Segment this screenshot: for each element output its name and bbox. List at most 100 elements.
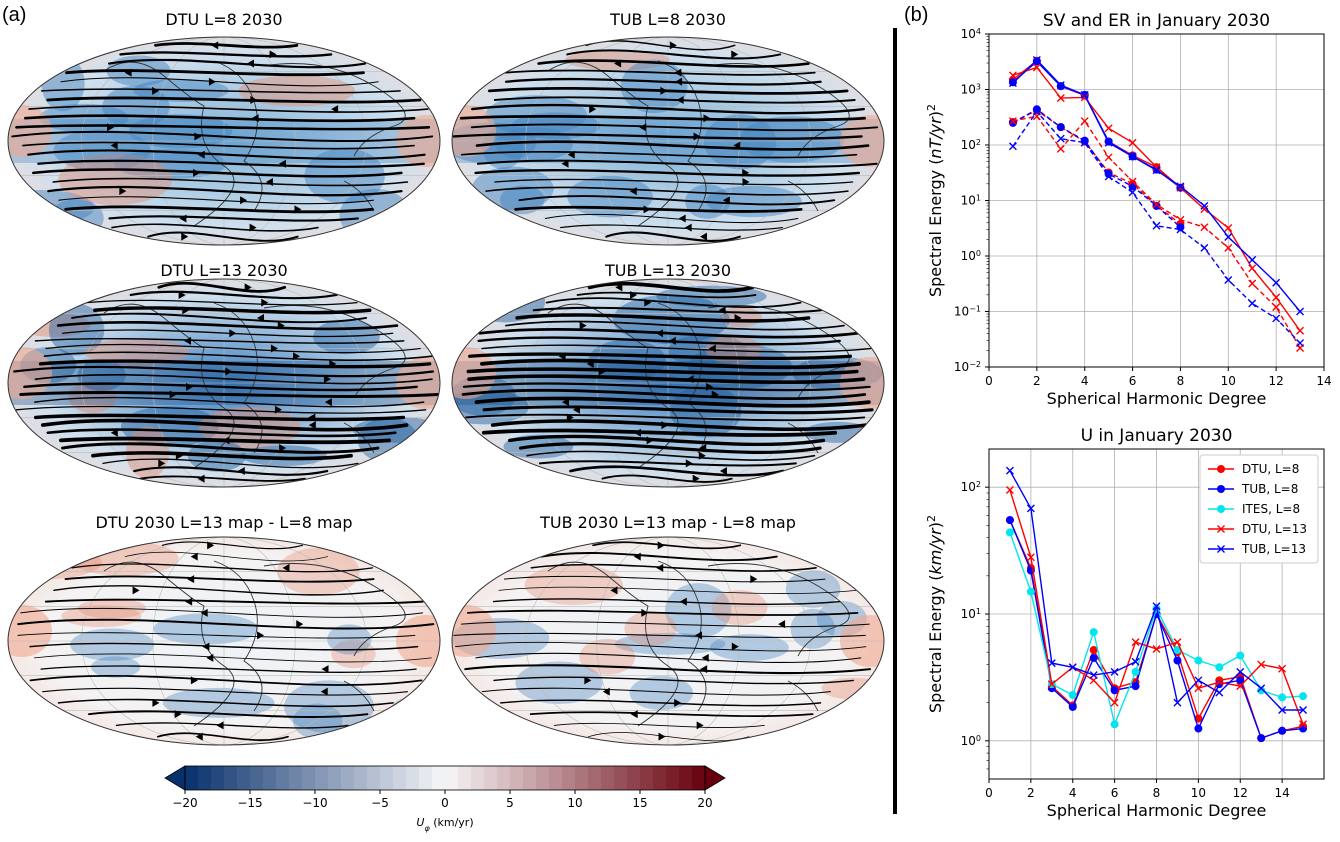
data-point bbox=[1299, 724, 1308, 733]
streamline bbox=[540, 552, 778, 562]
streamline-arrow bbox=[643, 205, 651, 214]
colorbar-segment bbox=[458, 766, 472, 790]
streamline bbox=[505, 320, 845, 331]
streamline-arrow bbox=[119, 187, 127, 196]
y-axis-label: Spectral Energy (nT/yr)2 bbox=[925, 104, 946, 297]
data-point bbox=[1272, 278, 1281, 287]
chart-title: SV and ER in January 2030 bbox=[1043, 11, 1270, 31]
streamline-arrow bbox=[706, 382, 714, 391]
colorbar-segment bbox=[679, 766, 693, 790]
streamline-arrow bbox=[107, 123, 115, 132]
streamline-arrow bbox=[294, 205, 302, 214]
streamline bbox=[29, 674, 423, 686]
tick-label-y: 103 bbox=[961, 82, 981, 97]
data-point bbox=[1152, 221, 1161, 230]
streamline bbox=[19, 391, 439, 398]
x-axis-label: Spherical Harmonic Degree bbox=[1047, 801, 1267, 820]
colorbar: −20 −15 −10 −5 0 5 10 15 20 Uφ (km/yr) bbox=[164, 765, 726, 833]
streamline bbox=[139, 475, 306, 482]
streamline bbox=[485, 186, 849, 196]
streamline-arrow bbox=[629, 187, 637, 196]
panel-label-b: (b) bbox=[904, 4, 929, 26]
colorbar-tick-label: 20 bbox=[697, 796, 712, 810]
streamline-arrow bbox=[693, 132, 701, 141]
data-point bbox=[1026, 587, 1035, 596]
data-point bbox=[1257, 684, 1266, 693]
tick-label-x: 6 bbox=[1129, 374, 1137, 388]
velocity-blob bbox=[238, 75, 356, 107]
streamline-arrow bbox=[602, 687, 610, 696]
streamline bbox=[102, 458, 359, 469]
streamline-arrow bbox=[250, 95, 258, 104]
legend-label: TUB, L=8 bbox=[1241, 482, 1298, 496]
streamline bbox=[91, 451, 353, 461]
streamline bbox=[474, 169, 860, 177]
colorbar-segment bbox=[666, 766, 680, 790]
streamline bbox=[47, 185, 403, 197]
streamline bbox=[518, 442, 822, 454]
streamline bbox=[460, 621, 870, 628]
data-point bbox=[1176, 225, 1185, 234]
legend-label: ITES, L=8 bbox=[1242, 502, 1300, 516]
data-point bbox=[1194, 656, 1203, 665]
streamline-arrow bbox=[186, 382, 194, 391]
streamline-arrow bbox=[586, 359, 594, 368]
streamline-arrow bbox=[185, 597, 193, 606]
data-point bbox=[1296, 307, 1305, 316]
velocity-blob bbox=[624, 611, 677, 646]
tick-label-x: 0 bbox=[985, 374, 993, 388]
velocity-blob bbox=[68, 380, 117, 414]
series-line bbox=[1012, 115, 1301, 349]
streamline bbox=[526, 450, 816, 461]
streamline bbox=[38, 359, 432, 369]
tick-label-y: 102 bbox=[961, 138, 981, 153]
streamline bbox=[481, 428, 838, 437]
data-point bbox=[1032, 56, 1041, 64]
graticule-line bbox=[596, 37, 740, 245]
colorbar-segment bbox=[211, 766, 225, 790]
data-point bbox=[1005, 486, 1014, 494]
streamline-arrow bbox=[610, 586, 618, 595]
colorbar-segment bbox=[445, 766, 459, 790]
streamline bbox=[13, 365, 434, 378]
streamline-arrow bbox=[184, 336, 192, 345]
data-point bbox=[1128, 188, 1137, 197]
streamline bbox=[475, 140, 870, 151]
coastline bbox=[103, 60, 406, 227]
data-point bbox=[1215, 678, 1224, 687]
colorbar-segment bbox=[575, 766, 589, 790]
velocity-blob bbox=[8, 605, 52, 657]
map-outline bbox=[451, 278, 885, 488]
data-point bbox=[1056, 81, 1065, 90]
data-point bbox=[1110, 686, 1119, 695]
streamline bbox=[156, 732, 289, 741]
streamline-arrow bbox=[678, 214, 686, 223]
data-point bbox=[1152, 200, 1161, 209]
velocity-blob bbox=[790, 608, 835, 649]
data-point bbox=[1128, 138, 1137, 147]
streamline bbox=[493, 96, 856, 104]
streamline bbox=[86, 299, 358, 306]
tick-label-x: 14 bbox=[1274, 786, 1289, 800]
data-point bbox=[1056, 82, 1065, 91]
streamline bbox=[40, 665, 417, 673]
streamline bbox=[34, 337, 405, 344]
data-point bbox=[1080, 117, 1089, 126]
chart-title: U in January 2030 bbox=[1081, 426, 1233, 446]
streamline bbox=[545, 297, 802, 308]
streamline bbox=[133, 466, 329, 476]
streamline-arrow bbox=[684, 223, 692, 232]
data-point bbox=[1236, 676, 1245, 685]
colorbar-segment bbox=[289, 766, 303, 790]
data-point bbox=[1278, 664, 1287, 673]
streamline bbox=[28, 105, 429, 113]
streamline-arrow bbox=[269, 50, 277, 59]
streamline-arrow bbox=[261, 298, 269, 307]
streamline-arrow bbox=[742, 168, 750, 177]
streamline-arrow bbox=[257, 631, 265, 640]
streamline bbox=[476, 159, 878, 168]
colorbar-segment bbox=[354, 766, 368, 790]
map-title: TUB L=8 2030 bbox=[610, 10, 726, 29]
colorbar-segment bbox=[536, 766, 550, 790]
mollweide-map bbox=[451, 36, 885, 246]
